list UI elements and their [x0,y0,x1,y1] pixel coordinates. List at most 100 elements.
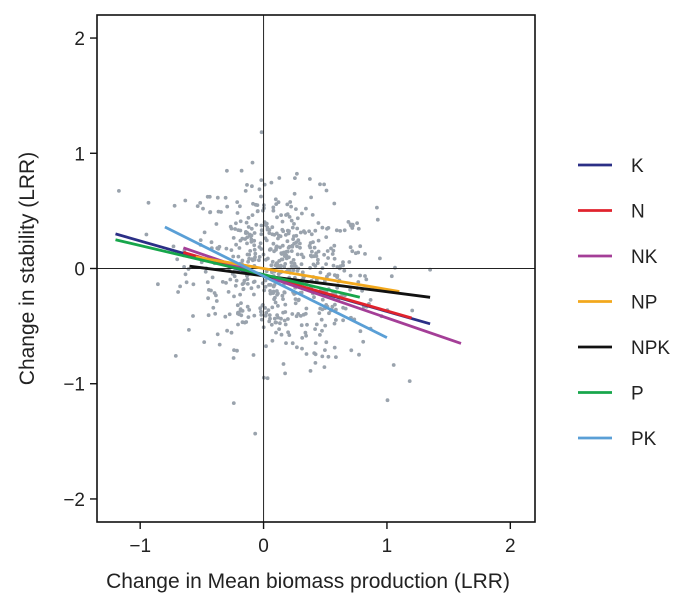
scatter-point [358,244,363,249]
scatter-point [253,251,258,256]
scatter-point [233,283,238,288]
reference-lines [97,15,535,522]
scatter-point [232,294,236,299]
scatter-point [309,232,314,237]
legend: K N NK NP NPK P PK [578,156,670,450]
scatter-point [378,256,382,261]
scatter-point [254,222,259,227]
scatter-point [253,431,258,436]
scatter-point [236,228,241,233]
scatter-point [313,228,318,233]
scatter-point [144,232,149,237]
x-axis-title: Change in Mean biomass production (LRR) [106,570,510,593]
scatter-point [356,250,361,255]
scatter-point [234,278,239,283]
scatter-point [281,362,286,366]
scatter-point [209,288,213,293]
scatter-point [279,332,284,337]
legend-label-n: N [631,202,645,223]
scatter-point [225,204,230,209]
scatter-point [318,270,323,275]
scatter-point [264,257,268,262]
scatter-point [348,287,352,292]
scatter-point [117,189,121,193]
scatter-point [268,289,272,293]
scatter-point [229,248,234,253]
scatter-point [284,249,289,254]
scatter-point [283,233,288,237]
scatter-point [350,249,355,254]
scatter-point [375,205,379,210]
x-tick-label: 0 [258,536,269,557]
scatter-point [335,275,339,279]
scatter-point [275,215,279,220]
scatter-point [187,328,191,332]
legend-label-np: NP [631,293,657,314]
scatter-point [176,290,181,294]
x-tick-label: 1 [382,536,393,557]
scatter-point [300,270,305,275]
scatter-point [363,252,367,256]
scatter-point [327,311,331,316]
scatter-point [332,201,337,206]
scatter-point [290,225,295,230]
y-axis-title: Change in stability (LRR) [16,152,39,385]
scatter-point [276,304,280,308]
scatter-point [283,322,288,327]
scatter-point [294,233,299,238]
scatter-point [277,176,282,180]
scatter-point [289,249,294,254]
scatter-point [278,234,283,239]
scatter-point [320,297,325,302]
scatter-point [240,236,245,241]
scatter-point [263,306,267,310]
scatter-point [234,221,238,226]
scatter-point [294,314,299,319]
scatter-point [285,228,290,233]
scatter-point [341,260,345,264]
scatter-point [184,280,189,285]
scatter-point [257,187,262,192]
scatter-point [175,257,180,262]
scatter-point [172,203,177,208]
scatter-point [280,293,285,298]
scatter-point [236,254,241,259]
scatter-point [295,216,300,221]
scatter-point [262,288,267,293]
scatter-point [335,265,340,269]
scatter-point [295,244,299,249]
scatter-point [349,348,354,353]
scatter-point [295,252,300,257]
scatter-point [216,209,221,214]
y-tick-label: −1 [63,375,85,396]
scatter-point [357,352,361,357]
scatter-point [259,309,263,314]
scatter-point [213,311,218,316]
scatter-point [236,322,240,327]
scatter-point [310,213,315,217]
scatter-point [322,365,327,369]
scatter-point [283,262,288,266]
scatter-point [276,291,280,296]
scatter-point [255,209,260,214]
scatter-point [247,308,252,312]
scatter-point [325,226,329,231]
scatter-point [252,313,257,318]
fit-line-n [183,251,412,320]
scatter-point [209,240,214,245]
scatter-point [282,290,287,294]
scatter-point [290,244,295,249]
scatter-point [271,208,276,213]
scatter-point [318,182,322,187]
scatter-point [178,284,183,289]
legend-label-k: K [631,156,644,177]
scatter-point [270,232,275,237]
scatter-point [293,176,297,181]
scatter-point [252,243,257,248]
scatter-point [247,232,252,237]
y-axis: −2 −1 0 1 2 [63,29,97,511]
scatter-point [283,371,287,376]
scatter-point [308,369,313,373]
scatter-point [278,245,282,250]
scatter-point [299,262,304,267]
